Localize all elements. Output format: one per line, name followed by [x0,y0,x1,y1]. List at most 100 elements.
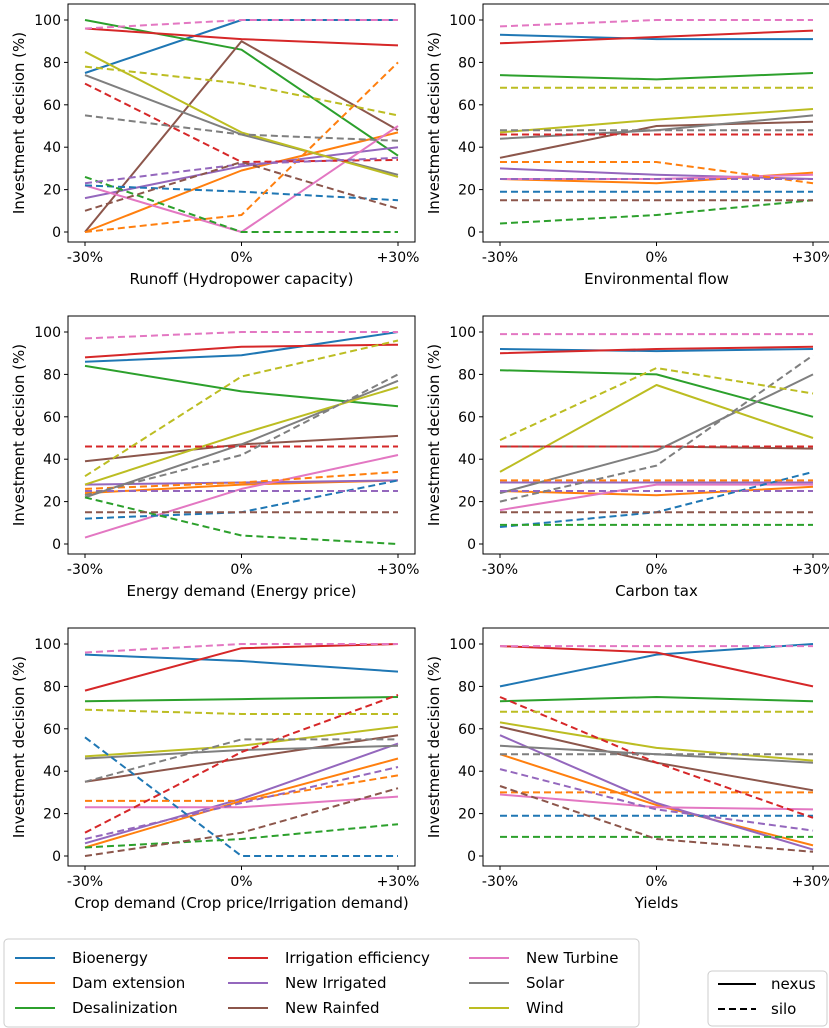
series-irrigation-efficiency-nexus [499,645,814,688]
x-tick-label: 0% [230,562,252,578]
series-new-rainfed-silo [84,787,399,857]
series-dam-extension-nexus [499,753,814,847]
series-new-irrigated-nexus [499,734,814,851]
series-new-turbine-silo [499,19,813,28]
x-axis-label: Yields [634,894,679,912]
y-axis-label: Investment decision (%) [425,656,443,838]
series-solar-silo [84,114,399,142]
y-tick-label: 100 [34,637,61,653]
series-lines [499,19,814,225]
series-bioenergy-nexus [499,643,814,688]
x-tick-label: -30% [482,250,518,266]
series-irrigation-efficiency-nexus [84,343,399,359]
legend-entry-wind: Wind [469,999,564,1017]
legend: Bioenergy Dam extension Desalinization Irri… [3,938,828,1028]
y-tick-label: 60 [43,410,61,426]
series-new-turbine-silo [84,643,398,654]
y-tick-label: 40 [43,140,61,156]
x-tick-label: -30% [482,562,518,578]
x-tick-label: 0% [645,874,667,890]
series-wind-nexus [499,384,814,473]
y-tick-label: 0 [467,537,476,553]
plot-frame [67,315,416,555]
y-tick-label: 80 [43,367,61,383]
y-axis-label: Investment decision (%) [10,32,28,214]
series-wind-silo [84,339,399,478]
x-tick-label: 0% [230,874,252,890]
y-tick-label: 60 [458,98,476,114]
series-wind-silo [84,65,399,117]
legend-entry-solar: Solar [469,974,565,992]
x-tick-label: +30% [792,250,829,266]
series-solar-nexus [499,373,814,495]
series-new-irrigated-silo [84,156,399,185]
series-dam-extension-nexus [499,485,814,497]
series-desalinization-nexus [499,72,814,81]
legend-entry-new-irrigated: New Irrigated [228,974,387,992]
y-tick-label: 100 [34,13,61,29]
series-dam-extension-silo [85,774,399,802]
series-dam-extension-silo [84,470,399,490]
series-wind-nexus [499,721,814,762]
x-tick-label: +30% [792,874,829,890]
series-new-rainfed-nexus [84,40,399,233]
y-tick-label: 20 [458,807,476,823]
legend-entry-desalinization: Desalinization [15,999,178,1017]
series-bioenergy-nexus [499,348,814,353]
y-tick-label: 20 [43,495,61,511]
y-tick-label: 100 [449,637,476,653]
chart-panels: 0 20 40 60 80 100 -30% 0% +30% Runoff (Hydropower… [10,3,829,912]
y-tick-label: 100 [449,325,476,341]
series-new-turbine-nexus [499,793,814,811]
series-bioenergy-silo [84,184,399,202]
panel-6: 0 20 40 60 80 100 -30% 0% +30% Yields Investment d… [425,627,829,912]
legend-label: Solar [526,974,565,992]
y-tick-label: 20 [458,495,476,511]
series-irrigation-efficiency-silo [499,696,814,819]
y-tick-label: 40 [458,140,476,156]
y-tick-label: 40 [458,452,476,468]
series-solar-silo [84,738,398,783]
legend-entry-dam-extension: Dam extension [15,974,185,992]
legend-label: Dam extension [72,974,185,992]
x-tick-label: +30% [377,562,420,578]
series-new-rainfed-nexus [84,734,399,783]
legend-entry-silo: silo [718,1000,796,1018]
series-irrigation-efficiency-nexus [84,27,399,47]
x-axis-label: Runoff (Hydropower capacity) [130,270,354,288]
series-wind-silo [499,367,814,442]
x-tick-label: 0% [230,250,252,266]
series-lines [499,333,814,528]
series-desalinization-silo [84,175,398,233]
series-new-rainfed-nexus [84,434,399,463]
legend-label: Irrigation efficiency [285,949,430,967]
series-irrigation-efficiency-silo [84,693,399,834]
series-new-irrigated-nexus [499,167,814,180]
y-tick-label: 0 [467,849,476,865]
y-tick-label: 80 [458,367,476,383]
x-axis-label: Environmental flow [584,270,729,288]
y-tick-label: 40 [458,764,476,780]
y-axis-label: Investment decision (%) [10,344,28,526]
series-bioenergy-nexus [499,33,813,41]
series-irrigation-efficiency-nexus [499,29,814,45]
series-new-irrigated-silo [84,766,399,840]
series-new-rainfed-nexus [499,120,814,159]
x-tick-label: +30% [792,562,829,578]
y-tick-label: 80 [43,55,61,71]
series-new-irrigated-nexus [84,742,399,845]
y-tick-label: 0 [52,849,61,865]
series-irrigation-efficiency-silo [84,82,399,163]
x-axis-label: Carbon tax [615,582,698,600]
series-wind-silo [84,708,398,715]
y-axis-label: Investment decision (%) [425,32,443,214]
y-tick-label: 40 [43,764,61,780]
series-desalinization-silo [499,199,814,225]
y-tick-label: 0 [52,225,61,241]
series-dam-extension-silo [84,61,399,233]
series-irrigation-efficiency-nexus [499,345,814,355]
series-dam-extension-silo [500,161,814,185]
legend-label: Desalinization [72,999,178,1017]
series-wind-nexus [499,108,814,134]
